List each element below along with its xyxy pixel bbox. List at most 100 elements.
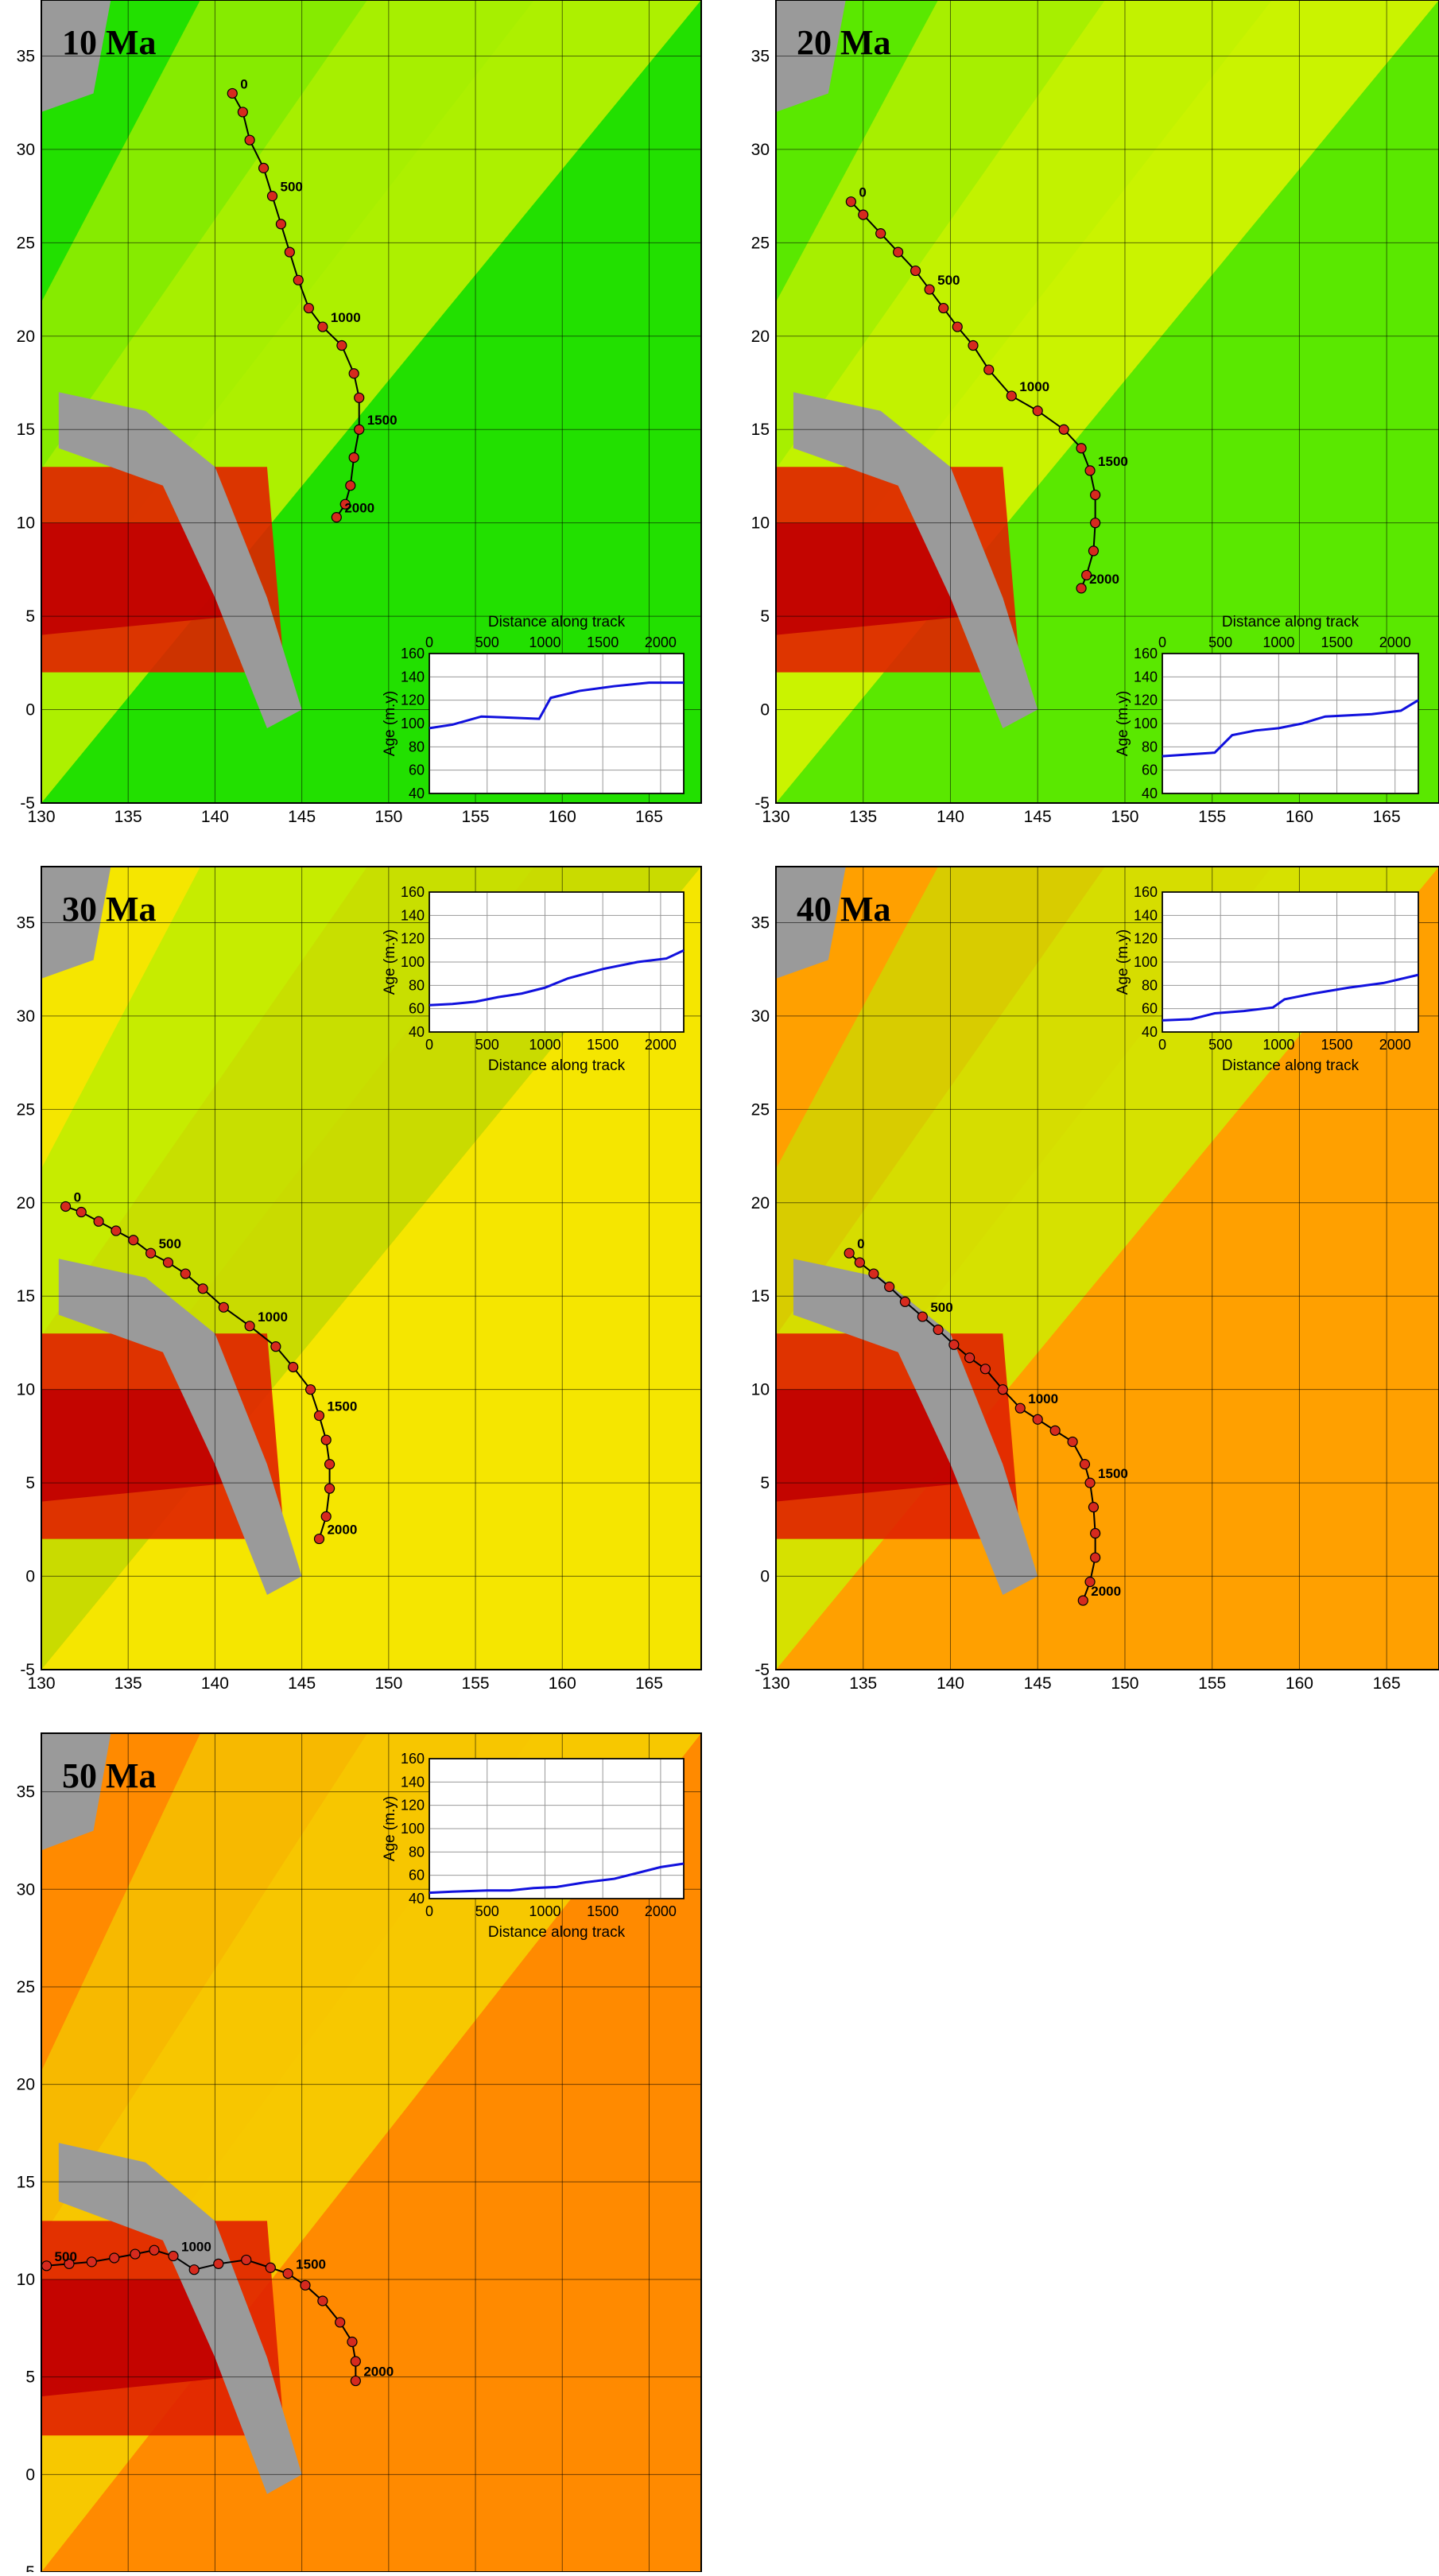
inset-y-tick: 140 (401, 669, 425, 685)
track-point (284, 246, 295, 258)
track-point (237, 107, 248, 118)
inset-y-tick: 100 (1134, 716, 1158, 731)
track-point (320, 1511, 332, 1522)
track-distance-label: 2000 (1089, 572, 1119, 587)
map-frame (41, 0, 702, 804)
track-point (844, 1247, 855, 1259)
track-point (293, 274, 304, 285)
x-tick-label: 130 (762, 808, 789, 826)
y-tick-label: 35 (751, 914, 770, 932)
continental-block (58, 2143, 302, 2494)
track-point (324, 1483, 336, 1494)
inset-x-tick: 2000 (1379, 1037, 1411, 1053)
inset-border (1162, 891, 1419, 1033)
track-point (1067, 1436, 1078, 1448)
x-tick-label: 145 (1024, 1674, 1052, 1693)
x-tick-label: 140 (201, 808, 229, 826)
track-point (1076, 443, 1087, 454)
y-tick-label: 30 (751, 141, 770, 159)
track-distance-label: 0 (74, 1189, 81, 1205)
track-point (997, 1384, 1008, 1395)
track-point (111, 1225, 122, 1236)
track-point (1049, 1425, 1061, 1436)
inset-x-tick: 1500 (587, 1903, 619, 1919)
x-tick-label: 160 (549, 808, 576, 826)
x-tick-label: 130 (27, 1674, 55, 1693)
track-point (1084, 465, 1096, 476)
track-point (244, 1321, 255, 1332)
continental-block (793, 392, 1038, 729)
inset-y-tick: 120 (401, 1798, 425, 1814)
track-point (845, 196, 856, 208)
track-distance-label: 1500 (1098, 1466, 1128, 1481)
inset-y-tick: 140 (401, 907, 425, 923)
y-tick-label: 15 (17, 1287, 35, 1305)
inset-plot: 40 60 80 100 120 140 160 0 500 1000 1500 2000 Distan… (382, 884, 685, 1074)
inset-y-tick: 160 (1134, 646, 1158, 661)
track-point (964, 1352, 975, 1364)
inset-y-tick: 40 (1142, 786, 1158, 801)
y-tick-label: 30 (17, 141, 35, 159)
track-point (336, 339, 347, 351)
inset-y-tick: 160 (401, 1751, 425, 1767)
x-tick-label: 150 (1111, 808, 1138, 826)
inset-x-tick: 0 (425, 1037, 433, 1053)
y-tick-label: 0 (760, 701, 770, 720)
track-distance-label: 1000 (181, 2240, 211, 2255)
y-tick-label: 20 (17, 1194, 35, 1212)
track-point (350, 2375, 361, 2387)
y-tick-label: 25 (17, 234, 35, 252)
x-tick-label: 145 (288, 1674, 316, 1693)
y-tick-label: -5 (754, 794, 770, 813)
track-distance-label: 2000 (1091, 1584, 1121, 1599)
inset-y-tick: 120 (1134, 692, 1158, 708)
inset-y-tick: 100 (1134, 954, 1158, 970)
track-point (64, 2258, 75, 2269)
track-point (868, 1268, 879, 1279)
track-point (348, 452, 359, 464)
inset-x-tick: 0 (425, 634, 433, 650)
inset-x-tick: 1500 (587, 634, 619, 650)
track-point (1014, 1402, 1026, 1414)
x-tick-label: 140 (937, 808, 964, 826)
inset-y-tick: 120 (1134, 931, 1158, 947)
x-tick-label: 150 (374, 808, 402, 826)
inset-y-tick: 120 (401, 692, 425, 708)
track-point (983, 364, 995, 375)
track-point (288, 1361, 299, 1373)
track-point (76, 1206, 87, 1218)
inset-x-label: Distance along track (1222, 614, 1359, 630)
track-point (218, 1302, 229, 1313)
track-point (128, 1235, 139, 1246)
track-point (213, 2258, 224, 2269)
y-tick-label: 10 (751, 1381, 770, 1399)
track-point (1076, 583, 1087, 594)
x-tick-label: 135 (849, 1674, 877, 1693)
inset-x-label: Distance along track (1222, 1057, 1359, 1074)
track-point (320, 1434, 332, 1445)
x-tick-label: 155 (462, 808, 490, 826)
inset-x-tick: 500 (475, 634, 499, 650)
inset-x-tick: 500 (475, 1903, 499, 1919)
track-point (1090, 489, 1101, 501)
track-point (130, 2248, 141, 2260)
track-distance-label: 1500 (1098, 454, 1128, 469)
y-tick-label: 25 (17, 1100, 35, 1119)
track-point (350, 2356, 361, 2367)
x-tick-label: 160 (1286, 1674, 1313, 1693)
track-point (317, 2295, 328, 2306)
inset-x-tick: 2000 (645, 634, 677, 650)
track-distance-label: 500 (930, 1300, 952, 1315)
track-distance-label: 1000 (1019, 379, 1049, 394)
x-tick-label: 150 (374, 1674, 402, 1693)
y-tick-label: 20 (17, 2076, 35, 2094)
continental-block (58, 392, 302, 729)
track-point (910, 265, 921, 277)
track-point (952, 321, 963, 332)
inset-y-tick: 80 (409, 977, 425, 993)
track-point (270, 1341, 281, 1352)
y-tick-label: -5 (20, 794, 35, 813)
y-tick-label: 35 (17, 914, 35, 932)
y-tick-label: 25 (751, 1100, 770, 1119)
